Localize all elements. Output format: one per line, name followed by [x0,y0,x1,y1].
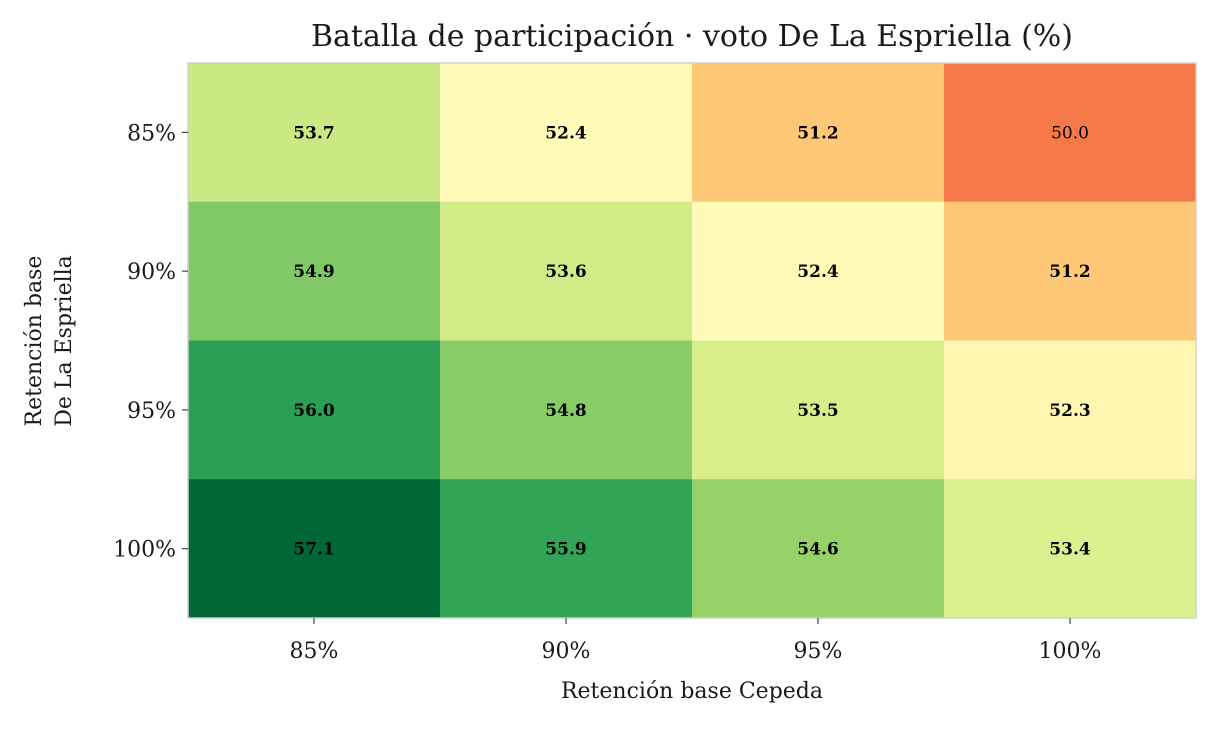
heatmap-cell [944,63,1197,203]
heatmap-cell [692,63,945,203]
heatmap-cell-label: 54.8 [545,401,586,421]
y-axis-ticks: 85% 90% 95% 100% [113,121,188,563]
heatmap-cell [188,479,441,619]
heatmap-cell [440,201,693,341]
heatmap-cell-label: 57.1 [293,540,334,560]
y-tick-label: 100% [113,538,176,563]
y-tick-label: 90% [127,260,176,285]
y-tick-label: 95% [127,399,176,424]
heatmap-cell [944,340,1197,480]
heatmap-cell-label: 50.0 [1051,123,1089,143]
heatmap-cell [188,340,441,480]
heatmap-cell [692,479,945,619]
x-axis-ticks: 85% 90% 95% 100% [290,618,1102,664]
chart-title: Batalla de participación · voto De La Es… [311,19,1073,54]
heatmap-cell [692,340,945,480]
x-tick-label: 85% [290,639,339,664]
heatmap-cell-label: 51.2 [1049,262,1090,282]
x-tick-label: 100% [1039,639,1102,664]
y-axis-label-line-2: De La Espriella [52,255,77,427]
plot-frame [187,62,1197,619]
heatmap-cell-label: 53.7 [293,123,334,143]
heatmap-cell-label: 52.3 [1049,401,1090,421]
heatmap-cell-label: 52.4 [545,123,587,143]
x-tick-label: 95% [794,639,843,664]
heatmap-cell [944,479,1197,619]
heatmap-cell-label: 54.6 [797,540,838,560]
heatmap-cell [692,201,945,341]
y-axis-label: Retención base De La Espriella [22,255,77,427]
heatmap-cell-label: 53.5 [797,401,838,421]
heatmap-cells [188,63,1197,619]
heatmap-cell [440,340,693,480]
heatmap-cell [188,63,441,203]
x-axis-label: Retención base Cepeda [561,679,823,704]
heatmap-cell-label: 52.4 [797,262,839,282]
heatmap-cell-label: 53.6 [545,262,586,282]
heatmap-cell-label: 51.2 [797,123,838,143]
heatmap-cell [188,201,441,341]
heatmap-cell-labels: 53.7 52.4 51.2 50.0 54.9 53.6 52.4 51.2 56.0 54.8… [293,123,1091,559]
heatmap-cell-label: 55.9 [545,540,586,560]
heatmap-cell-label: 54.9 [293,262,334,282]
x-tick-label: 90% [542,639,591,664]
heatmap-cell-label: 53.4 [1049,540,1091,560]
y-tick-label: 85% [127,121,176,146]
y-axis-label-line-1: Retención base [22,256,47,427]
heatmap-cell [440,479,693,619]
heatmap-cell-label: 56.0 [293,401,335,421]
heatmap-cell [440,63,693,203]
heatmap-cell [944,201,1197,341]
